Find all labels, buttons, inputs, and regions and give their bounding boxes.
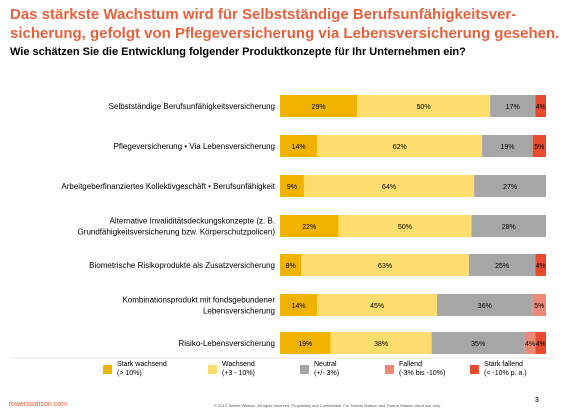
data-label: 45% <box>370 303 384 310</box>
data-label: 36% <box>478 303 492 310</box>
bar-segment-wachsend <box>303 175 475 197</box>
data-label: 9% <box>287 184 297 191</box>
bar-segment-neutral <box>468 254 536 276</box>
category-label: Biometrische Risikoprodukte als Zusatzve… <box>89 261 275 270</box>
data-label: 4% <box>536 104 546 111</box>
data-label: 19% <box>500 144 514 151</box>
data-label: 63% <box>378 263 392 270</box>
footer-brand: towerswatson.com <box>9 401 67 408</box>
data-label: 5% <box>534 144 544 151</box>
data-label: 50% <box>417 104 431 111</box>
category-label: Arbeitgeberfinanziertes Kollektivgeschäf… <box>61 182 275 191</box>
bar-segment-wachsend <box>317 294 437 316</box>
chart-legend: Stark wachsend (> 10%) Wachsend (+3 - 10%) N… <box>0 360 567 390</box>
bar-segment-stark-fallend <box>535 332 546 354</box>
legend-label: Stark wachsend (> 10%) <box>117 361 167 377</box>
chart-title: Das stärkste Wachstum wird für Selbststä… <box>10 5 560 43</box>
data-label: 14% <box>292 144 306 151</box>
data-label: 8% <box>286 263 296 270</box>
bar-segment-stark-wachsend <box>280 332 331 354</box>
data-label: 64% <box>382 184 396 191</box>
category-label: Grundfähigkeitsversicherung bzw. Körpers… <box>78 228 276 237</box>
legend-label: Wachsend (+3 - 10%) <box>222 361 255 377</box>
data-label: 28% <box>502 224 516 231</box>
page-number: 3 <box>535 397 539 404</box>
category-label: Alternative Invaliditätsdeckungskonzepte… <box>110 217 275 226</box>
data-label: 17% <box>506 104 520 111</box>
bar-segment-stark-fallend <box>535 95 546 117</box>
data-label: 62% <box>393 144 407 151</box>
bar-segment-stark-wachsend <box>280 254 302 276</box>
category-label: Kombinationsprodukt mit fondsgebundener <box>122 296 275 305</box>
bar-segment-neutral <box>482 135 533 157</box>
bar-segment-stark-fallend <box>535 254 546 276</box>
bar-segment-neutral <box>471 215 546 237</box>
bar-segment-stark-wachsend <box>280 215 339 237</box>
category-label: Pflegeversicherung • Via Lebensversicher… <box>114 142 275 151</box>
data-label: 38% <box>374 341 388 348</box>
legend-swatch <box>300 365 309 374</box>
bar-segment-stark-wachsend <box>280 175 304 197</box>
legend-label: Stark fallend (< -10% p. a.) <box>484 361 527 377</box>
bar-segment-neutral <box>436 294 533 316</box>
data-label: 29% <box>312 104 326 111</box>
data-label: 19% <box>298 341 312 348</box>
legend-swatch <box>385 365 394 374</box>
chart-subtitle: Wie schätzen Sie die Entwicklung folgend… <box>10 46 466 58</box>
data-label: 14% <box>292 303 306 310</box>
bar-segment-neutral <box>474 175 546 197</box>
bar-segment-wachsend <box>301 254 469 276</box>
bar-segment-stark-fallend <box>532 135 546 157</box>
category-label: Selbstständige Berufsunfähigkeitsversich… <box>109 102 275 111</box>
bar-segment-fallend <box>524 332 536 354</box>
legend-swatch <box>208 365 217 374</box>
data-label: 25% <box>495 263 509 270</box>
bar-segment-wachsend <box>338 215 472 237</box>
bar-segment-neutral <box>431 332 525 354</box>
legend-swatch <box>470 365 479 374</box>
data-label: 35% <box>471 341 485 348</box>
bar-segment-wachsend <box>317 135 483 157</box>
data-label: 27% <box>503 184 517 191</box>
bar-segment-wachsend <box>357 95 491 117</box>
data-label: 4% <box>536 263 546 270</box>
data-label: 22% <box>302 224 316 231</box>
data-label: 4% <box>525 341 535 348</box>
title-line-1: Das stärkste Wachstum wird für Selbststä… <box>10 6 517 23</box>
bar-segment-wachsend <box>330 332 432 354</box>
bar-segment-stark-wachsend <box>280 95 358 117</box>
legend-label: Neutral (+/- 3%) <box>314 361 340 377</box>
category-label: Lebensversicherung <box>203 307 275 316</box>
footer-copyright: © 2013 Towers Watson. All rights reserve… <box>214 403 441 408</box>
data-label: 50% <box>398 224 412 231</box>
legend-swatch <box>103 365 112 374</box>
data-label: 5% <box>534 303 544 310</box>
bar-segment-fallend <box>532 294 546 316</box>
category-label: Risiko-Lebensversicherung <box>179 339 276 348</box>
bar-segment-stark-wachsend <box>280 135 318 157</box>
bar-segment-stark-wachsend <box>280 294 318 316</box>
bar-segment-neutral <box>490 95 536 117</box>
legend-label: Fallend (-3% bis -10%) <box>399 361 446 377</box>
data-label: 4% <box>536 341 546 348</box>
title-line-2: sicherung, gefolgt von Pflegeversicherun… <box>10 25 560 42</box>
